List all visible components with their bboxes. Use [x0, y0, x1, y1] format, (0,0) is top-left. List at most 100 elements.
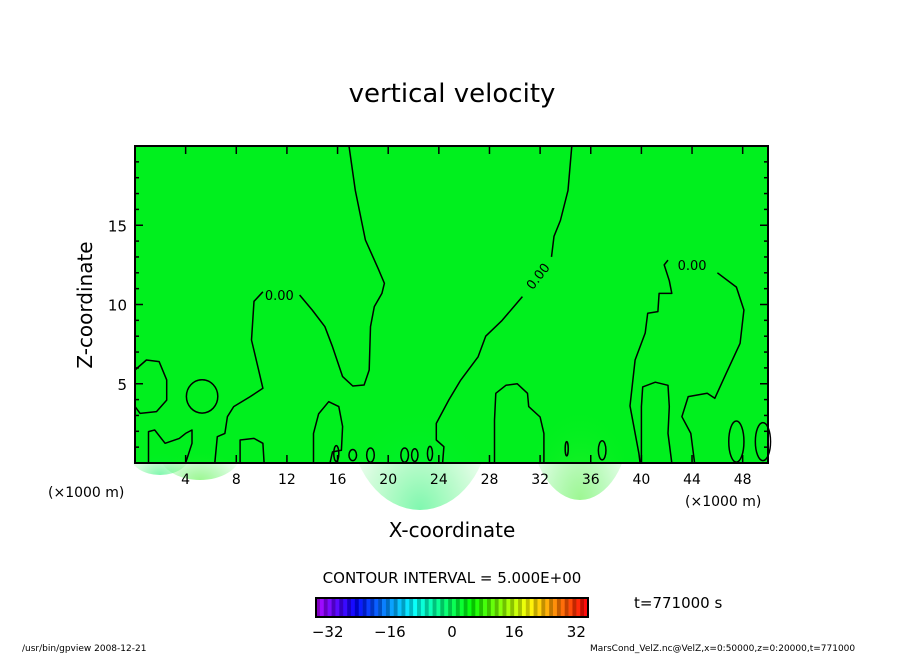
bump-14 [312, 400, 344, 464]
colorbar-stripe [483, 598, 488, 617]
x-tick-label: 36 [582, 472, 600, 488]
colorbar: −32 −16 0 16 32 [312, 597, 589, 641]
zero-contour-b [435, 145, 573, 464]
colorbar-stripe [420, 598, 426, 617]
chart-title: vertical velocity [349, 79, 556, 109]
colorbar-stripe [475, 598, 480, 617]
colorbar-stripe [370, 598, 375, 617]
colorbar-stripe [502, 598, 507, 617]
colorbar-stripe [584, 598, 589, 617]
x-tick-label: 8 [232, 472, 241, 488]
colorbar-stripe [459, 598, 464, 617]
colorbar-stripe [455, 598, 461, 617]
x-tick-label: 28 [481, 472, 499, 488]
footer-left: /usr/bin/gpview 2008-12-21 [22, 644, 146, 654]
colorbar-tick-label: 32 [567, 623, 586, 641]
colorbar-stripe [440, 598, 445, 617]
contour-interval-label: CONTOUR INTERVAL = 5.000E+00 [323, 569, 582, 587]
contour-label: 0.00 [265, 289, 294, 304]
loop-22 [410, 447, 419, 463]
colorbar-stripe [479, 598, 484, 617]
colorbar-stripe [467, 598, 472, 617]
loop-left [134, 359, 168, 415]
x-tick-label: 24 [430, 472, 448, 488]
colorbar-stripe [405, 598, 410, 617]
colorbar-stripe [452, 598, 457, 617]
colorbar-stripe [428, 598, 433, 617]
colorbar-stripe [556, 598, 562, 617]
colorbar-stripe [545, 598, 550, 617]
colorbar-stripe [417, 598, 422, 617]
x-unit-left: (×1000 m) [48, 485, 124, 501]
colorbar-stripe [560, 598, 565, 617]
loop-49 [754, 421, 772, 462]
colorbar-stripe [471, 598, 476, 617]
colorbar-stripe [378, 598, 383, 617]
colorbar-stripe [335, 598, 340, 617]
colorbar-stripe [389, 598, 395, 617]
colorbar-stripe [347, 598, 352, 617]
colorbar-stripe [564, 598, 569, 617]
colorbar-stripe [498, 598, 503, 617]
colorbar-stripe [572, 598, 577, 617]
colorbar-stripe [576, 598, 581, 617]
colorbar-stripe [331, 598, 336, 617]
colorbar-tick-label: −16 [374, 623, 406, 641]
colorbar-stripe [343, 598, 348, 617]
y-tick-label: 15 [108, 217, 127, 235]
colorbar-stripe [436, 598, 441, 617]
colorbar-stripe [339, 598, 344, 617]
x-tick-label: 20 [379, 472, 397, 488]
y-tick-label: 5 [117, 376, 127, 394]
y-tick-label: 10 [108, 297, 127, 315]
colorbar-stripe [490, 598, 496, 617]
colorbar-stripe [327, 598, 332, 617]
colorbar-stripe [529, 598, 534, 617]
bump-40 [640, 381, 673, 464]
colorbar-stripe [506, 598, 511, 617]
colorbar-stripe [521, 598, 527, 617]
colorbar-frame [315, 597, 589, 618]
colorbar-stripe [350, 598, 356, 617]
footer-right: MarsCond_VelZ.nc@VelZ,x=0:50000,z=0:2000… [590, 644, 855, 654]
colorbar-stripe [510, 598, 515, 617]
x-tick-label: 32 [531, 472, 549, 488]
colorbar-stripe [382, 598, 387, 617]
x-tick-label: 12 [278, 472, 296, 488]
loop-23 [426, 445, 434, 462]
colorbar-stripe [323, 598, 328, 617]
colorbar-stripe [366, 598, 371, 617]
x-tick-label: 44 [683, 472, 701, 488]
loop-17 [348, 448, 358, 462]
colorbar-stripe [533, 598, 538, 617]
loop-15b [333, 444, 340, 463]
colorbar-stripe [486, 598, 492, 617]
x-axis-label: X-coordinate [389, 518, 516, 542]
colorbar-stripe [553, 598, 558, 617]
bump-28 [493, 383, 545, 463]
colorbar-stripe [514, 598, 519, 617]
x-tick-label: 40 [632, 472, 650, 488]
colorbar-stripe [518, 598, 523, 617]
colorbar-stripe [362, 598, 367, 617]
colorbar-stripe [494, 598, 499, 617]
colorbar-stripe [549, 598, 554, 617]
colorbar-stripe [374, 598, 379, 617]
colorbar-stripe [463, 598, 468, 617]
colorbar-stripe [385, 598, 391, 617]
colorbar-stripe [568, 598, 573, 617]
colorbar-stripe [354, 598, 360, 617]
loop-37 [597, 440, 607, 461]
shade-patch [350, 330, 490, 510]
x-unit-right: (×1000 m) [685, 494, 761, 510]
colorbar-tick-label: 16 [505, 623, 524, 641]
loop-5 [185, 379, 219, 414]
colorbar-stripe [444, 598, 449, 617]
zero-contour-c [629, 259, 745, 464]
colorbar-stripe [316, 598, 321, 617]
time-label: t=771000 s [634, 594, 722, 612]
colorbar-stripe [393, 598, 398, 617]
colorbar-stripe [580, 598, 585, 617]
x-tick-label: 16 [329, 472, 347, 488]
